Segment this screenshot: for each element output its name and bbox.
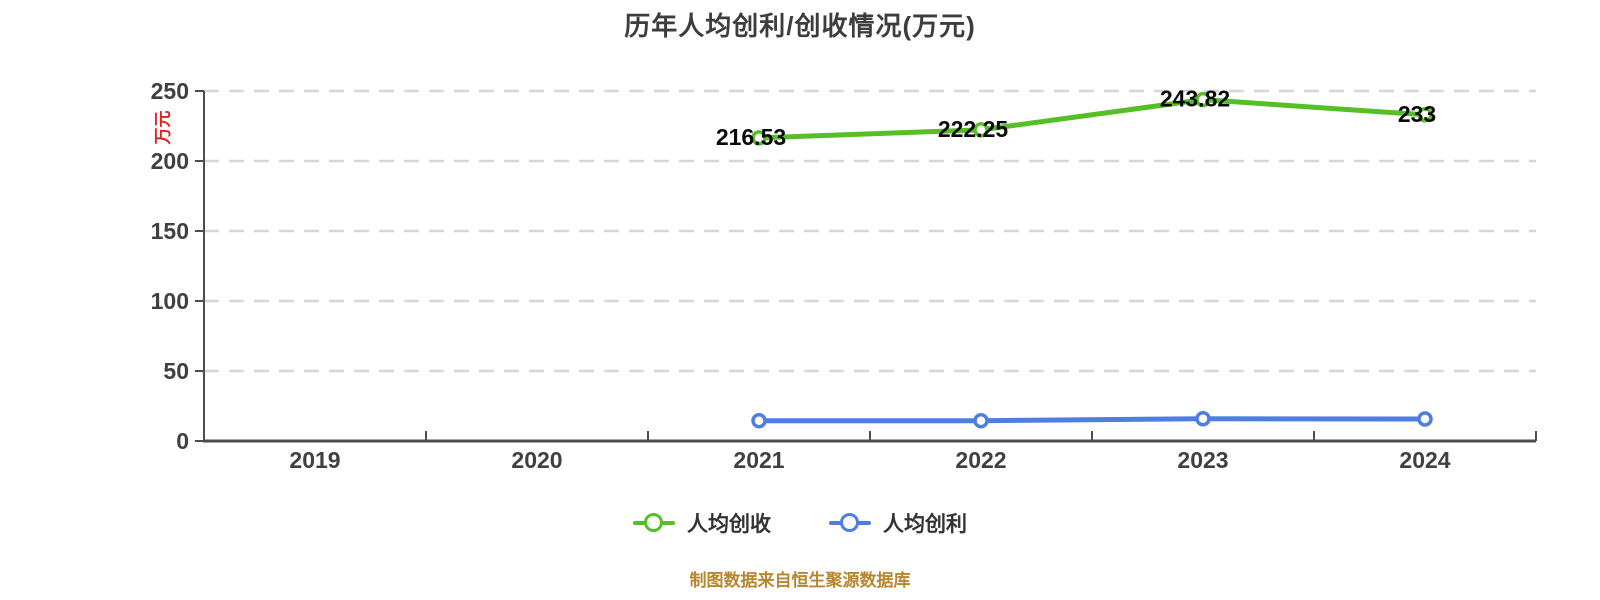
data-point-人均创利-2022[interactable] (973, 412, 989, 429)
line-marker-icon (633, 513, 675, 533)
legend-label: 人均创收 (687, 513, 771, 536)
x-tick-label: 2023 (1177, 447, 1228, 473)
y-tick-label: 150 (151, 218, 189, 244)
y-tick-label: 250 (151, 78, 189, 104)
legend-item-per-capita-revenue[interactable]: 人均创收 (633, 508, 771, 538)
data-source-note: 制图数据来自恒生聚源数据库 (689, 571, 911, 590)
x-tick-label: 2021 (733, 447, 784, 473)
chart-title: 历年人均创利/创收情况(万元) (624, 11, 976, 41)
y-tick-label: 200 (151, 148, 189, 174)
x-tick-label: 2020 (511, 447, 562, 473)
line-marker-icon (829, 513, 871, 533)
data-label: 233 (1398, 101, 1436, 127)
data-point-人均创收-2023[interactable] (1195, 91, 1211, 108)
series-line-人均创利 (756, 416, 1428, 424)
x-tick-label: 2019 (289, 447, 340, 473)
x-tick-label: 2022 (955, 447, 1006, 473)
data-label: 216.53 (716, 124, 786, 150)
data-label: 222.25 (938, 116, 1009, 142)
data-point-人均创收-2022[interactable] (973, 122, 989, 138)
data-point-人均创收-2024[interactable] (1417, 107, 1433, 123)
series-line-人均创收 (756, 97, 1428, 141)
data-point-人均创利-2021[interactable] (751, 412, 767, 429)
legend-item-per-capita-profit[interactable]: 人均创利 (829, 508, 967, 538)
legend-label: 人均创利 (883, 513, 967, 536)
data-point-人均创利-2023[interactable] (1195, 410, 1211, 427)
legend: 人均创收 人均创利 (0, 508, 1600, 538)
data-point-人均创利-2024[interactable] (1417, 411, 1433, 427)
y-tick-label: 100 (151, 288, 189, 314)
data-point-人均创收-2021[interactable] (751, 130, 767, 146)
y-tick-label: 0 (176, 428, 189, 454)
x-tick-label: 2024 (1399, 447, 1450, 473)
data-label: 243.82 (1160, 86, 1230, 112)
y-tick-label: 50 (163, 358, 189, 384)
